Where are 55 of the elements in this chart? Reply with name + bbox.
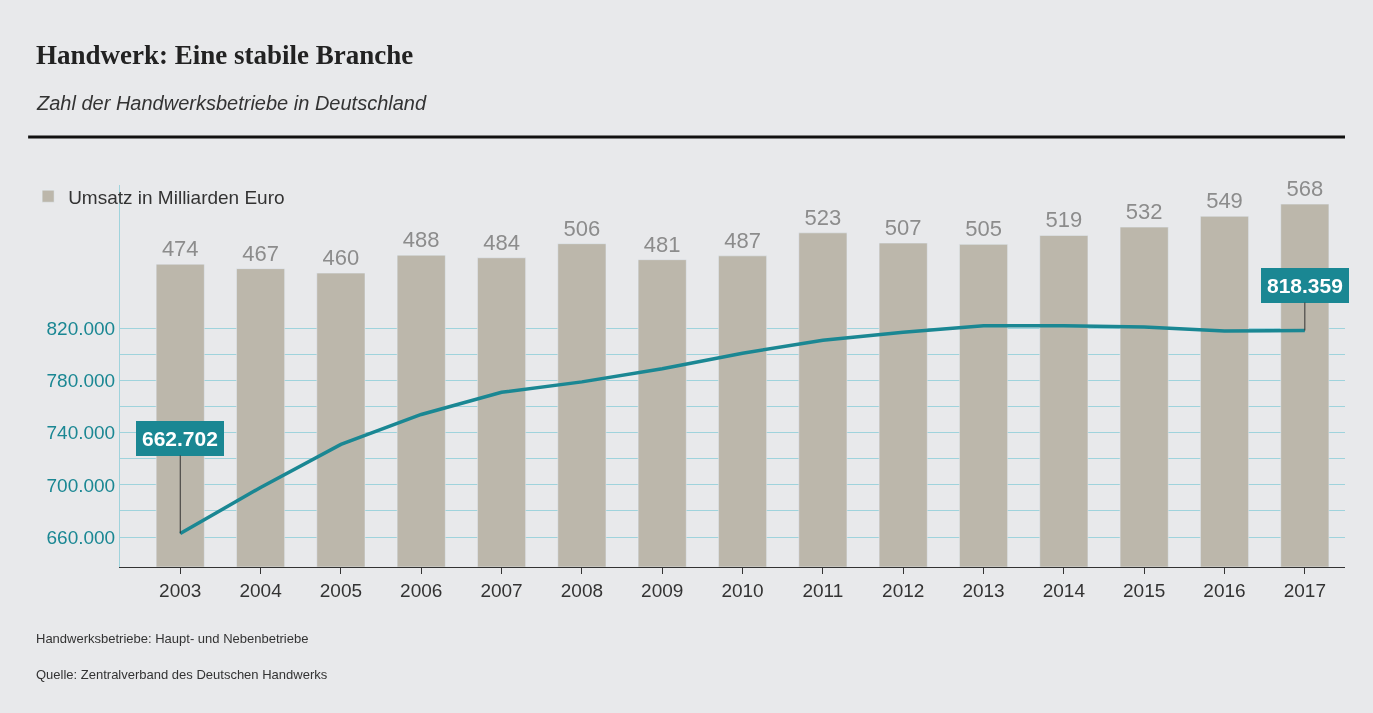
- x-tick-label: 2016: [1203, 579, 1246, 601]
- bar: [236, 268, 285, 567]
- x-tick-label: 2004: [239, 579, 283, 601]
- bar: [477, 257, 526, 567]
- x-tick-label: 2017: [1283, 579, 1326, 601]
- data-label: 568: [1286, 176, 1324, 202]
- y-tick-label: 660.000: [46, 526, 116, 548]
- chart-subtitle: Zahl der Handwerksbetriebe in Deutschland: [36, 92, 427, 114]
- data-label: 523: [804, 204, 842, 230]
- data-label: 484: [483, 229, 520, 255]
- source-note: Quelle: Zentralverband des Deutschen Handwerks: [36, 667, 328, 682]
- data-label: 506: [563, 215, 601, 241]
- y-tick-label: 740.000: [46, 422, 116, 444]
- legend-label: Umsatz in Milliarden Euro: [68, 186, 285, 208]
- data-label: 505: [965, 216, 1002, 242]
- x-tick-label: 2003: [159, 579, 202, 601]
- bar: [718, 255, 767, 567]
- bar: [396, 254, 446, 567]
- x-tick-label: 2007: [480, 579, 523, 601]
- x-tick-label: 2012: [882, 579, 925, 601]
- data-label: 519: [1045, 207, 1083, 233]
- bar: [1200, 215, 1249, 567]
- y-tick-label: 820.000: [46, 318, 116, 340]
- x-tick-label: 2009: [641, 579, 684, 601]
- bar: [557, 243, 607, 567]
- data-label: 487: [724, 227, 761, 253]
- data-label: 467: [242, 240, 279, 266]
- x-tick-label: 2015: [1123, 579, 1166, 601]
- x-tick-label: 2008: [560, 579, 604, 601]
- y-tick-label: 780.000: [46, 370, 116, 392]
- x-tick-label: 2014: [1042, 579, 1086, 601]
- data-label: 532: [1125, 199, 1163, 225]
- annotation: 818.359: [1267, 274, 1343, 297]
- bar: [878, 242, 928, 567]
- data-label: 460: [322, 245, 360, 271]
- bar: [637, 259, 687, 567]
- x-tick-label: 2011: [802, 579, 844, 601]
- annotation: 662.702: [142, 427, 218, 450]
- text: Handwerksbetriebe: Haupt- und Nebenbetriebe: [36, 631, 309, 646]
- bar: [316, 272, 366, 567]
- y-tick-label: 700.000: [46, 474, 116, 496]
- data-label: 474: [161, 236, 199, 262]
- chart-title: Handwerk: Eine stabile Branche: [36, 40, 414, 70]
- data-label: 488: [402, 227, 440, 253]
- x-tick-label: 2005: [319, 579, 363, 601]
- bar: [1039, 235, 1089, 567]
- x-tick-label: 2006: [400, 579, 443, 601]
- data-label: 481: [643, 231, 681, 257]
- x-tick-label: 2010: [721, 579, 764, 601]
- x-tick-label: 2013: [962, 579, 1005, 601]
- data-label: 549: [1206, 188, 1243, 214]
- bar: [1119, 226, 1169, 567]
- data-label: 507: [884, 215, 922, 241]
- bar: [798, 232, 848, 567]
- bar: [959, 244, 1008, 567]
